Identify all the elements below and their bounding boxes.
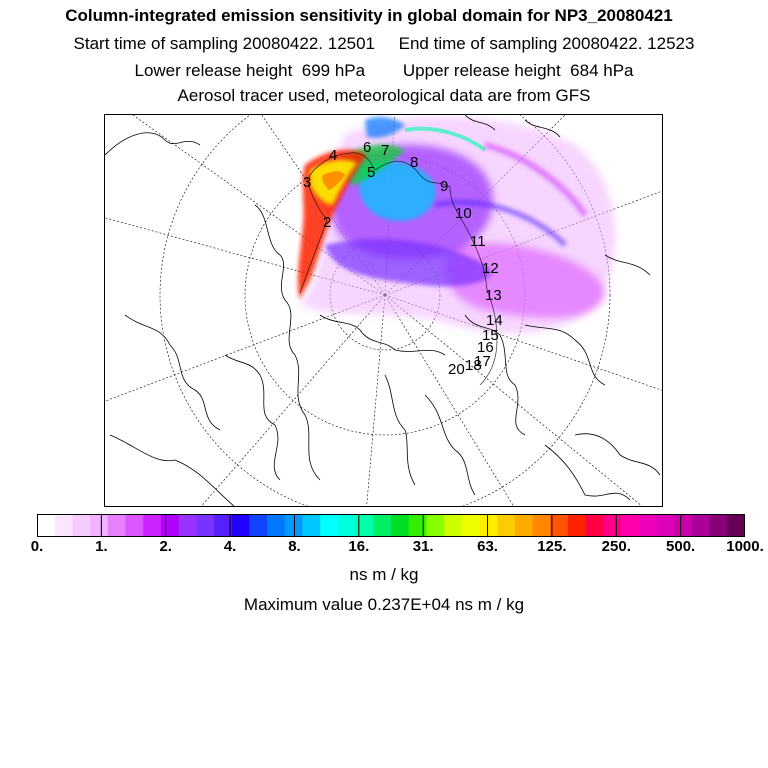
colorbar-swatch xyxy=(107,514,126,537)
trajectory-label: 8 xyxy=(410,154,418,171)
trajectory-label: 10 xyxy=(455,205,472,222)
colorbar-swatch xyxy=(532,514,551,537)
colorbar xyxy=(37,514,745,537)
trajectory-label: 15 xyxy=(482,327,499,344)
trajectory-label: 14 xyxy=(486,312,503,329)
colorbar-swatch xyxy=(267,514,286,537)
colorbar-swatch xyxy=(72,514,91,537)
trajectory-label: 11 xyxy=(470,233,486,250)
colorbar-swatch xyxy=(373,514,392,537)
colorbar-units: ns m / kg xyxy=(349,565,419,584)
colorbar-tick-label: 500. xyxy=(666,538,696,555)
colorbar-tick-label: 4. xyxy=(223,538,237,555)
colorbar-border xyxy=(37,514,745,537)
colorbar-tick-label: 2. xyxy=(159,538,172,555)
colorbar-swatch xyxy=(674,514,693,537)
trajectory-label: 13 xyxy=(485,287,502,304)
sampling-time-line: Start time of sampling 20080422. 12501 E… xyxy=(73,34,695,53)
colorbar-swatch xyxy=(444,514,463,537)
colorbar-tick-label: 8. xyxy=(288,538,301,555)
colorbar-swatch xyxy=(709,514,728,537)
colorbar-tick-label: 125. xyxy=(537,538,567,555)
colorbar-swatches xyxy=(37,514,745,537)
colorbar-swatch xyxy=(355,514,374,537)
colorbar-swatch xyxy=(585,514,604,537)
colorbar-tick-label: 1. xyxy=(95,538,108,555)
colorbar-swatch xyxy=(302,514,321,537)
colorbar-tick-label: 0. xyxy=(30,538,44,555)
maximum-value-note: Maximum value 0.237E+04 ns m / kg xyxy=(243,595,525,614)
colorbar-swatch xyxy=(391,514,410,537)
colorbar-swatch xyxy=(37,514,56,537)
colorbar-swatch xyxy=(656,514,675,537)
colorbar-swatch xyxy=(603,514,622,537)
polar-map-panel: 2 3 4 5 6 7 8 9 10 11 12 13 14 15 16 17 18 20 xyxy=(104,114,663,507)
trajectory-label: 16 xyxy=(477,339,494,356)
colorbar-swatch xyxy=(125,514,144,537)
colorbar-swatch xyxy=(320,514,339,537)
colorbar-swatch xyxy=(638,514,657,537)
colorbar-swatch xyxy=(479,514,498,537)
colorbar-swatch xyxy=(196,514,215,537)
colorbar-tick-label: 250. xyxy=(601,538,631,555)
trajectory-label: 3 xyxy=(303,174,311,191)
plot-title: Column-integrated emission sensitivity i… xyxy=(65,6,673,25)
colorbar-swatch xyxy=(214,514,233,537)
trajectory-label: 2 xyxy=(323,214,331,231)
trajectory-label: 18 xyxy=(465,357,482,374)
colorbar-swatch xyxy=(727,514,745,537)
colorbar-swatch xyxy=(461,514,480,537)
trajectory-label: 6 xyxy=(363,139,371,156)
colorbar-swatch xyxy=(231,514,250,537)
colorbar-swatch xyxy=(54,514,73,537)
trajectory-label: 17 xyxy=(474,353,491,370)
trajectory-label: 12 xyxy=(482,260,499,277)
colorbar-swatch xyxy=(514,514,534,537)
emission-sensitivity-field xyxy=(297,116,616,334)
colorbar-swatch xyxy=(691,514,711,537)
colorbar-swatch xyxy=(249,514,268,537)
trajectory-label: 4 xyxy=(329,147,337,164)
colorbar-swatch xyxy=(568,514,587,537)
coastlines xyxy=(105,115,661,506)
colorbar-swatch xyxy=(284,514,303,537)
release-height-line: Lower release height 699 hPa Upper relea… xyxy=(134,61,634,80)
colorbar-tick-label: 31. xyxy=(412,538,434,555)
colorbar-swatch xyxy=(160,514,180,537)
colorbar-swatch xyxy=(550,514,569,537)
colorbar-swatch xyxy=(497,514,516,537)
colorbar-swatch xyxy=(90,514,109,537)
colorbar-tick-label: 16. xyxy=(348,538,370,555)
colorbar-swatch xyxy=(621,514,640,537)
colorbar-swatch xyxy=(408,514,427,537)
colorbar-swatch xyxy=(337,514,357,537)
trajectory-label: 20 xyxy=(448,361,465,378)
trajectory-track xyxy=(299,152,498,386)
trajectory-label: 9 xyxy=(440,178,448,195)
colorbar-swatch xyxy=(178,514,197,537)
colorbar-tick-label: 1000. xyxy=(726,538,764,555)
tracer-info-line: Aerosol tracer used, meteorological data… xyxy=(177,86,591,105)
trajectory-label: 7 xyxy=(381,142,389,159)
trajectory-label: 5 xyxy=(367,164,375,181)
colorbar-swatch xyxy=(426,514,445,537)
colorbar-swatch xyxy=(143,514,162,537)
colorbar-tick-label: 63. xyxy=(477,538,498,555)
